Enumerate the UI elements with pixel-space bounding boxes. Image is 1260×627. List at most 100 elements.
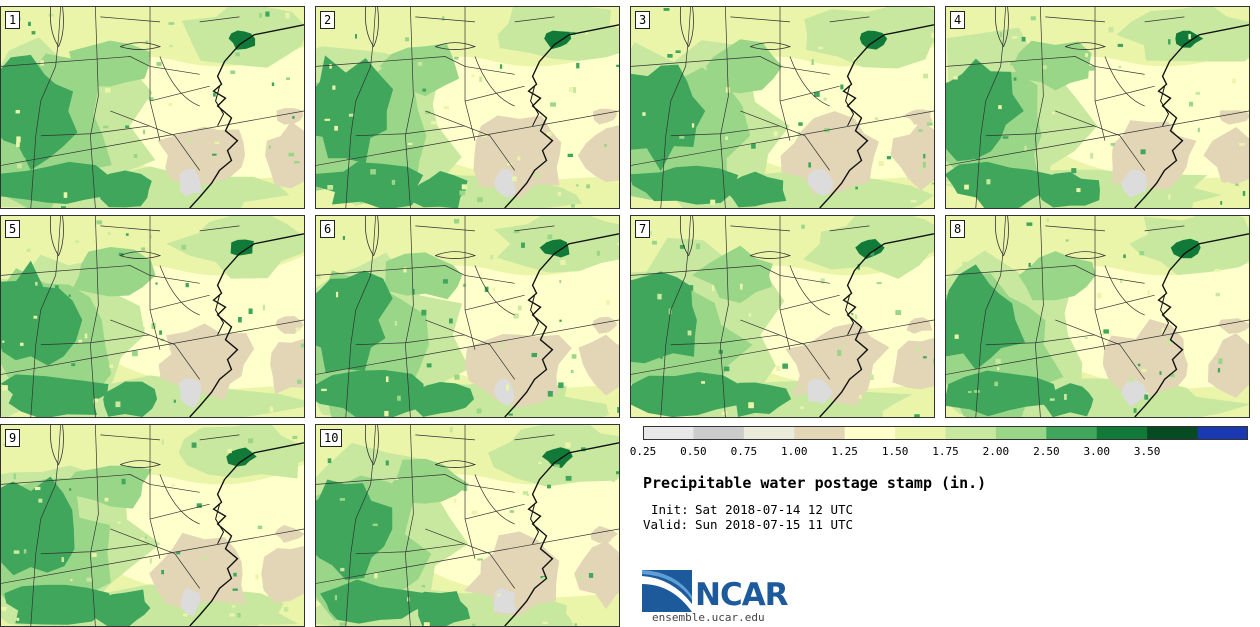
field-speckle	[1024, 145, 1027, 151]
lake-erie	[750, 251, 792, 259]
lake-erie	[120, 251, 162, 259]
field-speckle	[16, 141, 20, 148]
field-tan-east	[592, 316, 618, 334]
field-speckle	[966, 91, 970, 96]
colorbar-swatch	[743, 426, 795, 440]
stamp-member-5[interactable]: 5	[0, 215, 305, 418]
field-speckle	[995, 358, 1001, 364]
field-speckle	[557, 191, 561, 196]
field-speckle	[16, 163, 22, 169]
field-speckle	[797, 131, 800, 138]
field-speckle	[773, 131, 778, 137]
field-speckle	[332, 85, 336, 90]
field-speckle	[850, 314, 855, 319]
field-speckle	[492, 287, 496, 292]
field-speckle	[776, 365, 781, 372]
field-speckle	[689, 285, 694, 291]
field-speckle	[139, 327, 145, 330]
field-speckle	[994, 381, 999, 387]
field-speckle	[663, 7, 670, 11]
field-speckle	[2, 443, 6, 446]
field-speckle	[748, 402, 754, 409]
logo-wordmark[interactable]: NCAR	[695, 577, 789, 613]
field-speckle	[1023, 410, 1027, 414]
field-green-core-south	[1, 161, 110, 204]
colorbar-tick-label: 0.75	[730, 445, 758, 458]
field-speckle	[70, 579, 73, 582]
chesapeake-bay	[1160, 86, 1170, 127]
field-speckle	[140, 537, 145, 540]
field-speckle	[391, 179, 396, 185]
field-speckle	[922, 161, 926, 168]
lake-erie	[1065, 251, 1107, 259]
field-speckle	[570, 369, 574, 374]
field-speckle	[47, 352, 51, 355]
field-speckle	[559, 280, 562, 283]
field-gray-patch	[1121, 378, 1147, 407]
state-boundaries	[631, 216, 934, 417]
field-speckle	[64, 180, 69, 187]
field-speckle	[13, 550, 20, 554]
field-speckle	[16, 290, 21, 297]
field-speckle	[870, 251, 875, 256]
coastline	[504, 233, 619, 417]
stamp-member-1[interactable]: 1	[0, 6, 305, 209]
field-speckle	[227, 448, 232, 454]
field-speckle	[38, 294, 44, 300]
field-dark-green-northeast	[859, 30, 888, 50]
logo-url[interactable]: ensemble.ucar.edu	[652, 611, 765, 624]
stamp-number: 4	[950, 11, 966, 29]
field-speckle	[828, 35, 833, 41]
field-speckle	[1085, 53, 1088, 57]
stamp-member-2[interactable]: 2	[315, 6, 620, 209]
field-speckle	[211, 256, 216, 259]
colorbar-tick-label: 2.50	[1033, 445, 1060, 458]
field-speckle	[176, 551, 181, 555]
colorbar-tick-label: 1.50	[881, 445, 909, 458]
field-speckle	[1, 385, 8, 391]
field-speckle	[148, 97, 154, 101]
field-green-core-south	[1, 374, 109, 417]
field-speckle	[145, 40, 149, 44]
colorbar-swatch	[1197, 426, 1248, 440]
colorbar-tick-label: 0.50	[680, 445, 707, 458]
field-speckle	[105, 87, 111, 93]
field-speckle	[462, 283, 466, 287]
field-tan-offshore	[261, 546, 304, 604]
field-speckle	[2, 340, 5, 343]
field-speckle	[364, 399, 371, 405]
field-speckle	[324, 118, 331, 121]
field-speckle	[34, 486, 41, 491]
field-speckle	[235, 52, 240, 57]
stamp-member-3[interactable]: 3	[630, 6, 935, 209]
stamp-member-8[interactable]: 8	[945, 215, 1250, 418]
field-speckle	[107, 232, 111, 236]
field-speckle	[926, 122, 933, 126]
field-speckle	[294, 161, 300, 164]
field-speckle	[725, 136, 728, 140]
field-speckle	[1047, 284, 1051, 288]
field-speckle	[1129, 376, 1134, 383]
field-speckle	[292, 435, 298, 440]
field-green-core-south2	[96, 170, 152, 208]
field-tan-east	[902, 109, 933, 125]
ncar-logo-icon[interactable]	[642, 570, 692, 612]
field-speckle	[348, 113, 354, 117]
field-speckle	[372, 523, 378, 527]
field-speckle	[923, 18, 927, 21]
stamp-member-10[interactable]: 10	[315, 424, 620, 627]
field-speckle	[454, 498, 457, 504]
field-speckle	[547, 390, 553, 397]
stamp-member-4[interactable]: 4	[945, 6, 1250, 209]
field-speckle	[417, 62, 423, 66]
stamp-member-6[interactable]: 6	[315, 215, 620, 418]
field-tan-offshore	[574, 540, 619, 610]
colorbar-tick-label: 1.25	[831, 445, 858, 458]
field-speckle	[191, 442, 197, 448]
stamp-member-9[interactable]: 9	[0, 424, 305, 627]
field-tan-southeast	[780, 111, 879, 195]
field-speckle	[789, 13, 794, 16]
stamp-member-7[interactable]: 7	[630, 215, 935, 418]
field-speckle	[421, 585, 426, 588]
field-speckle	[339, 498, 346, 501]
